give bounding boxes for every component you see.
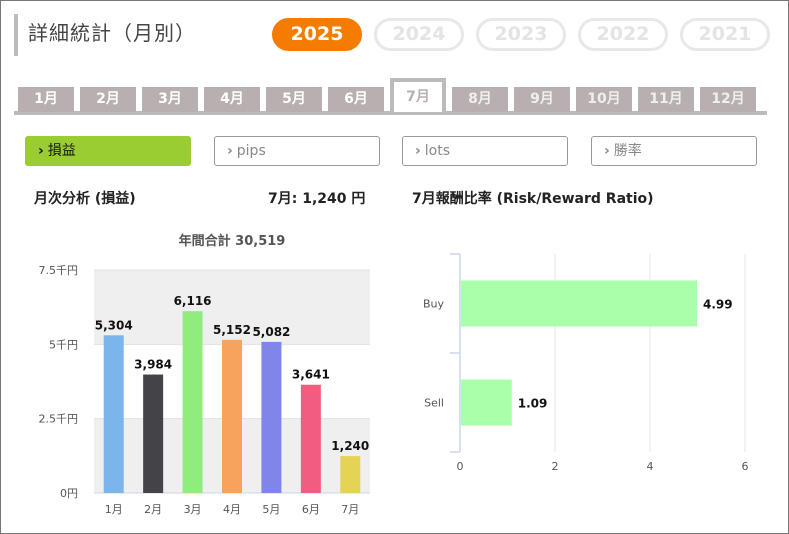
- bar-value-label: 4.99: [703, 298, 733, 312]
- year-selector: 2025 2024 2023 2022 2021: [272, 18, 770, 51]
- month-tabs-baseline: [14, 111, 767, 115]
- y-tick-label: 0円: [60, 487, 78, 500]
- bar-value-label: 3,641: [292, 368, 330, 382]
- month-tab-4[interactable]: 4月: [204, 87, 260, 112]
- metric-tab-0[interactable]: › 損益: [25, 136, 191, 166]
- bar-value-label: 3,984: [134, 358, 172, 372]
- bar-value-label: 5,304: [95, 318, 133, 332]
- bar-value-label: 6,116: [174, 294, 212, 308]
- month-tabs: 1月 2月 3月 4月 5月 6月 7月 8月 9月 10月 11月 12月: [18, 78, 756, 112]
- chevron-right-icon: ›: [38, 143, 44, 159]
- x-tick-label: 4月: [223, 503, 241, 516]
- rr-ratio-bar-chart: 0 2 4 6 4.99 Buy 1.09 Sell: [423, 253, 749, 473]
- year-tab-2022[interactable]: 2022: [578, 18, 668, 51]
- y-tick-label: 2.5千円: [39, 413, 79, 426]
- page-title: 詳細統計（月別）: [28, 21, 196, 45]
- bar-value-label: 1.09: [518, 397, 548, 411]
- year-tab-2025[interactable]: 2025: [272, 18, 362, 51]
- x-tick-label: 0: [457, 460, 464, 473]
- year-tab-2024[interactable]: 2024: [374, 18, 464, 51]
- month-tab-6[interactable]: 6月: [328, 87, 384, 112]
- bar-3月[interactable]: [182, 311, 203, 493]
- monthly-pl-bar-chart: 0円 2.5千円 5千円 7.5千円 年間合計 30,519 5,304 1月 3,984 2月…: [39, 233, 370, 516]
- chevron-right-icon: ›: [604, 143, 610, 159]
- month-tab-1[interactable]: 1月: [18, 87, 74, 112]
- month-tab-2[interactable]: 2月: [80, 87, 136, 112]
- x-tick-label: 4: [647, 460, 654, 473]
- year-tab-2021[interactable]: 2021: [680, 18, 770, 51]
- month-tab-8: 8月: [452, 87, 508, 112]
- month-tab-10: 10月: [576, 87, 632, 112]
- y-tick-label: 7.5千円: [39, 264, 79, 277]
- category-label: Buy: [423, 298, 445, 311]
- chevron-right-icon: ›: [415, 143, 421, 159]
- metric-tab-1[interactable]: › pips: [214, 136, 380, 166]
- rr-ratio-title: 7月報酬比率 (Risk/Reward Ratio): [412, 191, 654, 207]
- month-tab-7[interactable]: 7月: [390, 78, 446, 112]
- monthly-analysis-title: 月次分析 (損益): [34, 191, 136, 207]
- month-tab-12: 12月: [700, 87, 756, 112]
- current-month-value: 7月: 1,240 円: [268, 191, 366, 207]
- bar-1月[interactable]: [103, 335, 124, 493]
- x-tick-label: 2: [552, 460, 559, 473]
- x-tick-label: 2月: [144, 503, 162, 516]
- x-tick-label: 5月: [262, 503, 280, 516]
- month-tab-11: 11月: [638, 87, 694, 112]
- metric-tab-label: 勝率: [613, 143, 642, 159]
- chevron-right-icon: ›: [227, 143, 233, 159]
- bar-5月[interactable]: [261, 341, 282, 493]
- rr-bar-sell[interactable]: [461, 379, 512, 426]
- bar-2月[interactable]: [143, 374, 164, 493]
- month-tab-3[interactable]: 3月: [142, 87, 198, 112]
- metric-tab-label: 損益: [47, 143, 76, 159]
- bar-7月[interactable]: [340, 456, 361, 493]
- metric-tab-label: lots: [424, 143, 451, 159]
- x-tick-label: 1月: [105, 503, 123, 516]
- x-tick-label: 6: [742, 460, 749, 473]
- x-tick-label: 6月: [302, 503, 320, 516]
- bar-6月[interactable]: [300, 384, 321, 493]
- bar-value-label: 5,152: [213, 323, 251, 337]
- x-tick-label: 7月: [341, 503, 359, 516]
- x-tick-label: 3月: [184, 503, 202, 516]
- month-tab-5[interactable]: 5月: [266, 87, 322, 112]
- metric-tab-2[interactable]: › lots: [402, 136, 568, 166]
- bar-value-label: 1,240: [331, 439, 369, 453]
- page-title-block: 詳細統計（月別）: [14, 14, 196, 56]
- category-label: Sell: [424, 397, 444, 410]
- grid-band: [94, 270, 370, 345]
- month-tab-9: 9月: [514, 87, 570, 112]
- year-tab-2023[interactable]: 2023: [476, 18, 566, 51]
- bar-4月[interactable]: [222, 339, 242, 493]
- y-tick-label: 5千円: [49, 338, 78, 351]
- bar-value-label: 5,082: [252, 325, 290, 339]
- metric-tab-label: pips: [236, 143, 266, 159]
- chart-title: 年間合計 30,519: [179, 233, 286, 249]
- rr-bar-buy[interactable]: [461, 280, 698, 327]
- metric-tab-3[interactable]: › 勝率: [591, 136, 757, 166]
